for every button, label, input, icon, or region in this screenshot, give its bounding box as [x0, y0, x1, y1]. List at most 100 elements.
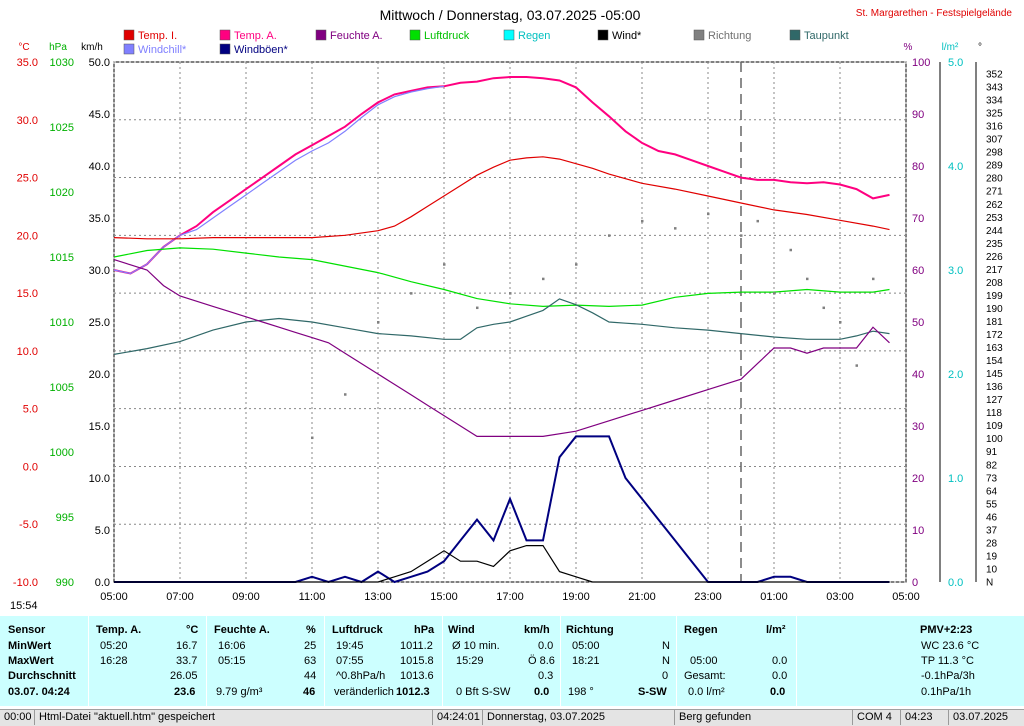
legend-item-windboeen: Windböen* — [219, 43, 289, 56]
tick-label-direction: 334 — [986, 96, 1003, 107]
min-dir-value: N — [662, 640, 670, 652]
axis-unit-wind: km/h — [81, 42, 103, 53]
series-wind — [114, 544, 890, 583]
tick-label-direction: 109 — [986, 421, 1003, 432]
wind-avg-value: 0.0 — [538, 640, 554, 652]
legend-swatch — [597, 29, 609, 41]
axis-unit-humidity: % — [904, 42, 913, 53]
tick-label-x: 23:00 — [694, 591, 722, 603]
max-hum-value: 63 — [304, 655, 317, 667]
series-richtung — [311, 212, 875, 440]
weather-trend: veränderlich — [334, 686, 394, 698]
tick-label-pressure: 1005 — [50, 382, 74, 394]
tick-label-x: 05:00 — [892, 591, 920, 603]
tick-label-pressure: 995 — [56, 512, 74, 524]
tick-label-humidity: 10 — [912, 525, 924, 537]
direction-point — [575, 263, 578, 266]
direction-point — [410, 292, 413, 295]
hdr-wind: Wind — [448, 624, 475, 636]
max-temp-value: 33.7 — [176, 655, 198, 667]
tick-label-wind: 40.0 — [89, 161, 110, 173]
direction-point — [377, 321, 380, 324]
max-wind-value: Ö 8.6 — [528, 655, 555, 667]
status-clock: 04:24:01 — [432, 710, 485, 725]
tick-label-wind: 30.0 — [89, 265, 110, 277]
max-press-time: 07:55 — [336, 655, 364, 667]
tick-label-x: 03:00 — [826, 591, 854, 603]
tick-label-direction: 244 — [986, 226, 1003, 237]
legend-item-temp_a: Temp. A. — [219, 29, 277, 42]
direction-point — [542, 277, 545, 281]
tick-label-pressure: 990 — [56, 577, 74, 589]
legend-swatch — [123, 43, 135, 55]
wind-beaufort: 0 Bft S-SW — [456, 686, 511, 698]
hdr-regen-unit: l/m² — [766, 624, 786, 636]
tick-label-humidity: 50 — [912, 317, 924, 329]
direction-point — [509, 292, 512, 295]
tick-label-wind: 35.0 — [89, 213, 110, 225]
tick-label-temp: 35.0 — [17, 57, 38, 69]
max-rain-time: 05:00 — [690, 655, 718, 667]
tick-label-rain: 0.0 — [948, 577, 963, 589]
row-label: Durchschnitt — [8, 670, 76, 682]
legend-swatch — [219, 43, 231, 55]
legend-item-temp_i: Temp. I. — [123, 29, 177, 42]
status-time: 00:00 — [4, 711, 32, 723]
tick-label-direction: 325 — [986, 109, 1003, 120]
tick-label-humidity: 70 — [912, 213, 924, 225]
tick-label-rain: 5.0 — [948, 57, 963, 69]
direction-point — [740, 234, 743, 237]
tick-label-temp: 25.0 — [17, 173, 38, 185]
tick-label-direction: 289 — [986, 161, 1003, 172]
series-luftdruck — [113, 247, 890, 308]
direction-point — [855, 364, 858, 367]
tick-label-wind: 20.0 — [89, 369, 110, 381]
tick-label-humidity: 60 — [912, 265, 924, 277]
avg-press-value: 1013.6 — [400, 670, 434, 682]
pmv-press-1h: 0.1hPa/1h — [921, 686, 972, 698]
legend-swatch — [315, 29, 327, 41]
tick-label-pressure: 1010 — [50, 317, 74, 329]
row-label: 03.07. 04:24 — [8, 686, 70, 698]
tick-label-temp: 10.0 — [17, 346, 38, 358]
legend-label: Temp. A. — [234, 30, 277, 42]
tick-label-wind: 0.0 — [95, 577, 110, 589]
axis-unit-pressure: hPa — [49, 42, 67, 53]
tick-label-direction: 271 — [986, 187, 1003, 198]
chart-legend: Temp. I. Temp. A. Feuchte A. Luftdruck Regen… — [123, 29, 849, 56]
min-temp-time: 05:20 — [100, 640, 128, 652]
station-name: St. Margarethen - Festspielgelände — [856, 8, 1013, 19]
min-hum-time: 16:06 — [218, 640, 246, 652]
tick-label-direction: 316 — [986, 122, 1003, 133]
tick-label-direction: 37 — [986, 525, 998, 536]
hdr-luftdruck-unit: hPa — [414, 624, 435, 636]
tick-label-temp: 30.0 — [17, 115, 38, 127]
status-note: Berg gefunden — [674, 710, 853, 725]
series-windb-en — [114, 435, 890, 584]
direction-point — [674, 227, 677, 230]
direction-point — [608, 234, 611, 237]
max-wind-time: 15:29 — [456, 655, 484, 667]
legend-item-regen: Regen — [503, 29, 550, 42]
hdr-richtung: Richtung — [566, 624, 614, 636]
tick-label-x: 19:00 — [562, 591, 590, 603]
max-hum-time: 05:15 — [218, 655, 246, 667]
tick-label-humidity: 0 — [912, 577, 918, 589]
cur-hum-value: 46 — [303, 686, 316, 698]
tick-label-direction: 352 — [986, 70, 1003, 81]
direction-point — [707, 212, 710, 216]
direction-point — [839, 321, 842, 324]
tick-label-x: 21:00 — [628, 591, 656, 603]
tick-label-temp: 5.0 — [23, 404, 38, 416]
min-press-value: 1011.2 — [400, 640, 433, 652]
cur-press-value: 1012.3 — [396, 686, 430, 698]
legend-swatch — [789, 29, 801, 41]
direction-point — [872, 277, 875, 281]
rain-total-label: Gesamt: — [684, 670, 726, 682]
min-hum-value: 25 — [304, 640, 317, 652]
tick-label-humidity: 80 — [912, 161, 924, 173]
tick-label-x: 09:00 — [232, 591, 260, 603]
tick-label-temp: -5.0 — [19, 519, 38, 531]
avg-temp-value: 26.05 — [170, 670, 198, 682]
cur-wind-value: 0.0 — [534, 686, 550, 698]
